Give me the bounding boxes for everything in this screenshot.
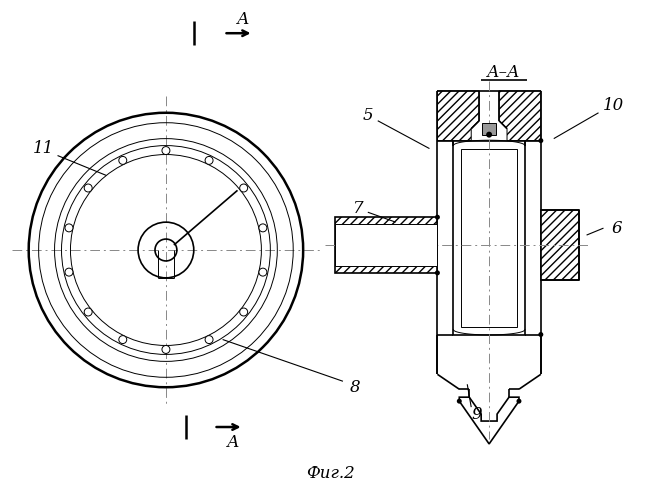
Circle shape [205,336,213,344]
Bar [335,224,438,266]
Circle shape [205,156,213,164]
Polygon shape [459,397,519,444]
Text: А: А [237,11,250,28]
Circle shape [539,332,543,337]
Circle shape [84,184,92,192]
Circle shape [457,398,461,404]
Bar [541,210,578,280]
Text: А: А [227,434,240,452]
Circle shape [162,146,170,154]
Text: 6: 6 [611,220,622,236]
Circle shape [435,214,440,220]
Text: 8: 8 [349,378,360,396]
Bar [454,140,525,334]
Text: 7: 7 [353,200,363,216]
Polygon shape [438,91,479,140]
Circle shape [84,308,92,316]
Circle shape [486,132,492,138]
Bar [461,148,517,326]
Text: 10: 10 [603,98,624,114]
Circle shape [259,224,267,232]
Circle shape [539,138,543,143]
Circle shape [517,398,521,404]
Circle shape [240,308,248,316]
Text: Фиг.2: Фиг.2 [305,466,355,482]
Bar [482,122,496,134]
Circle shape [435,270,440,276]
Circle shape [259,268,267,276]
Circle shape [65,224,73,232]
Circle shape [240,184,248,192]
Polygon shape [499,91,541,140]
Text: А–А: А–А [487,64,521,82]
Text: 5: 5 [363,108,373,124]
Circle shape [162,346,170,354]
Text: 9: 9 [472,406,483,422]
Circle shape [119,156,127,164]
Circle shape [65,268,73,276]
Bar [335,217,438,273]
Circle shape [119,336,127,344]
Text: 11: 11 [33,140,54,157]
